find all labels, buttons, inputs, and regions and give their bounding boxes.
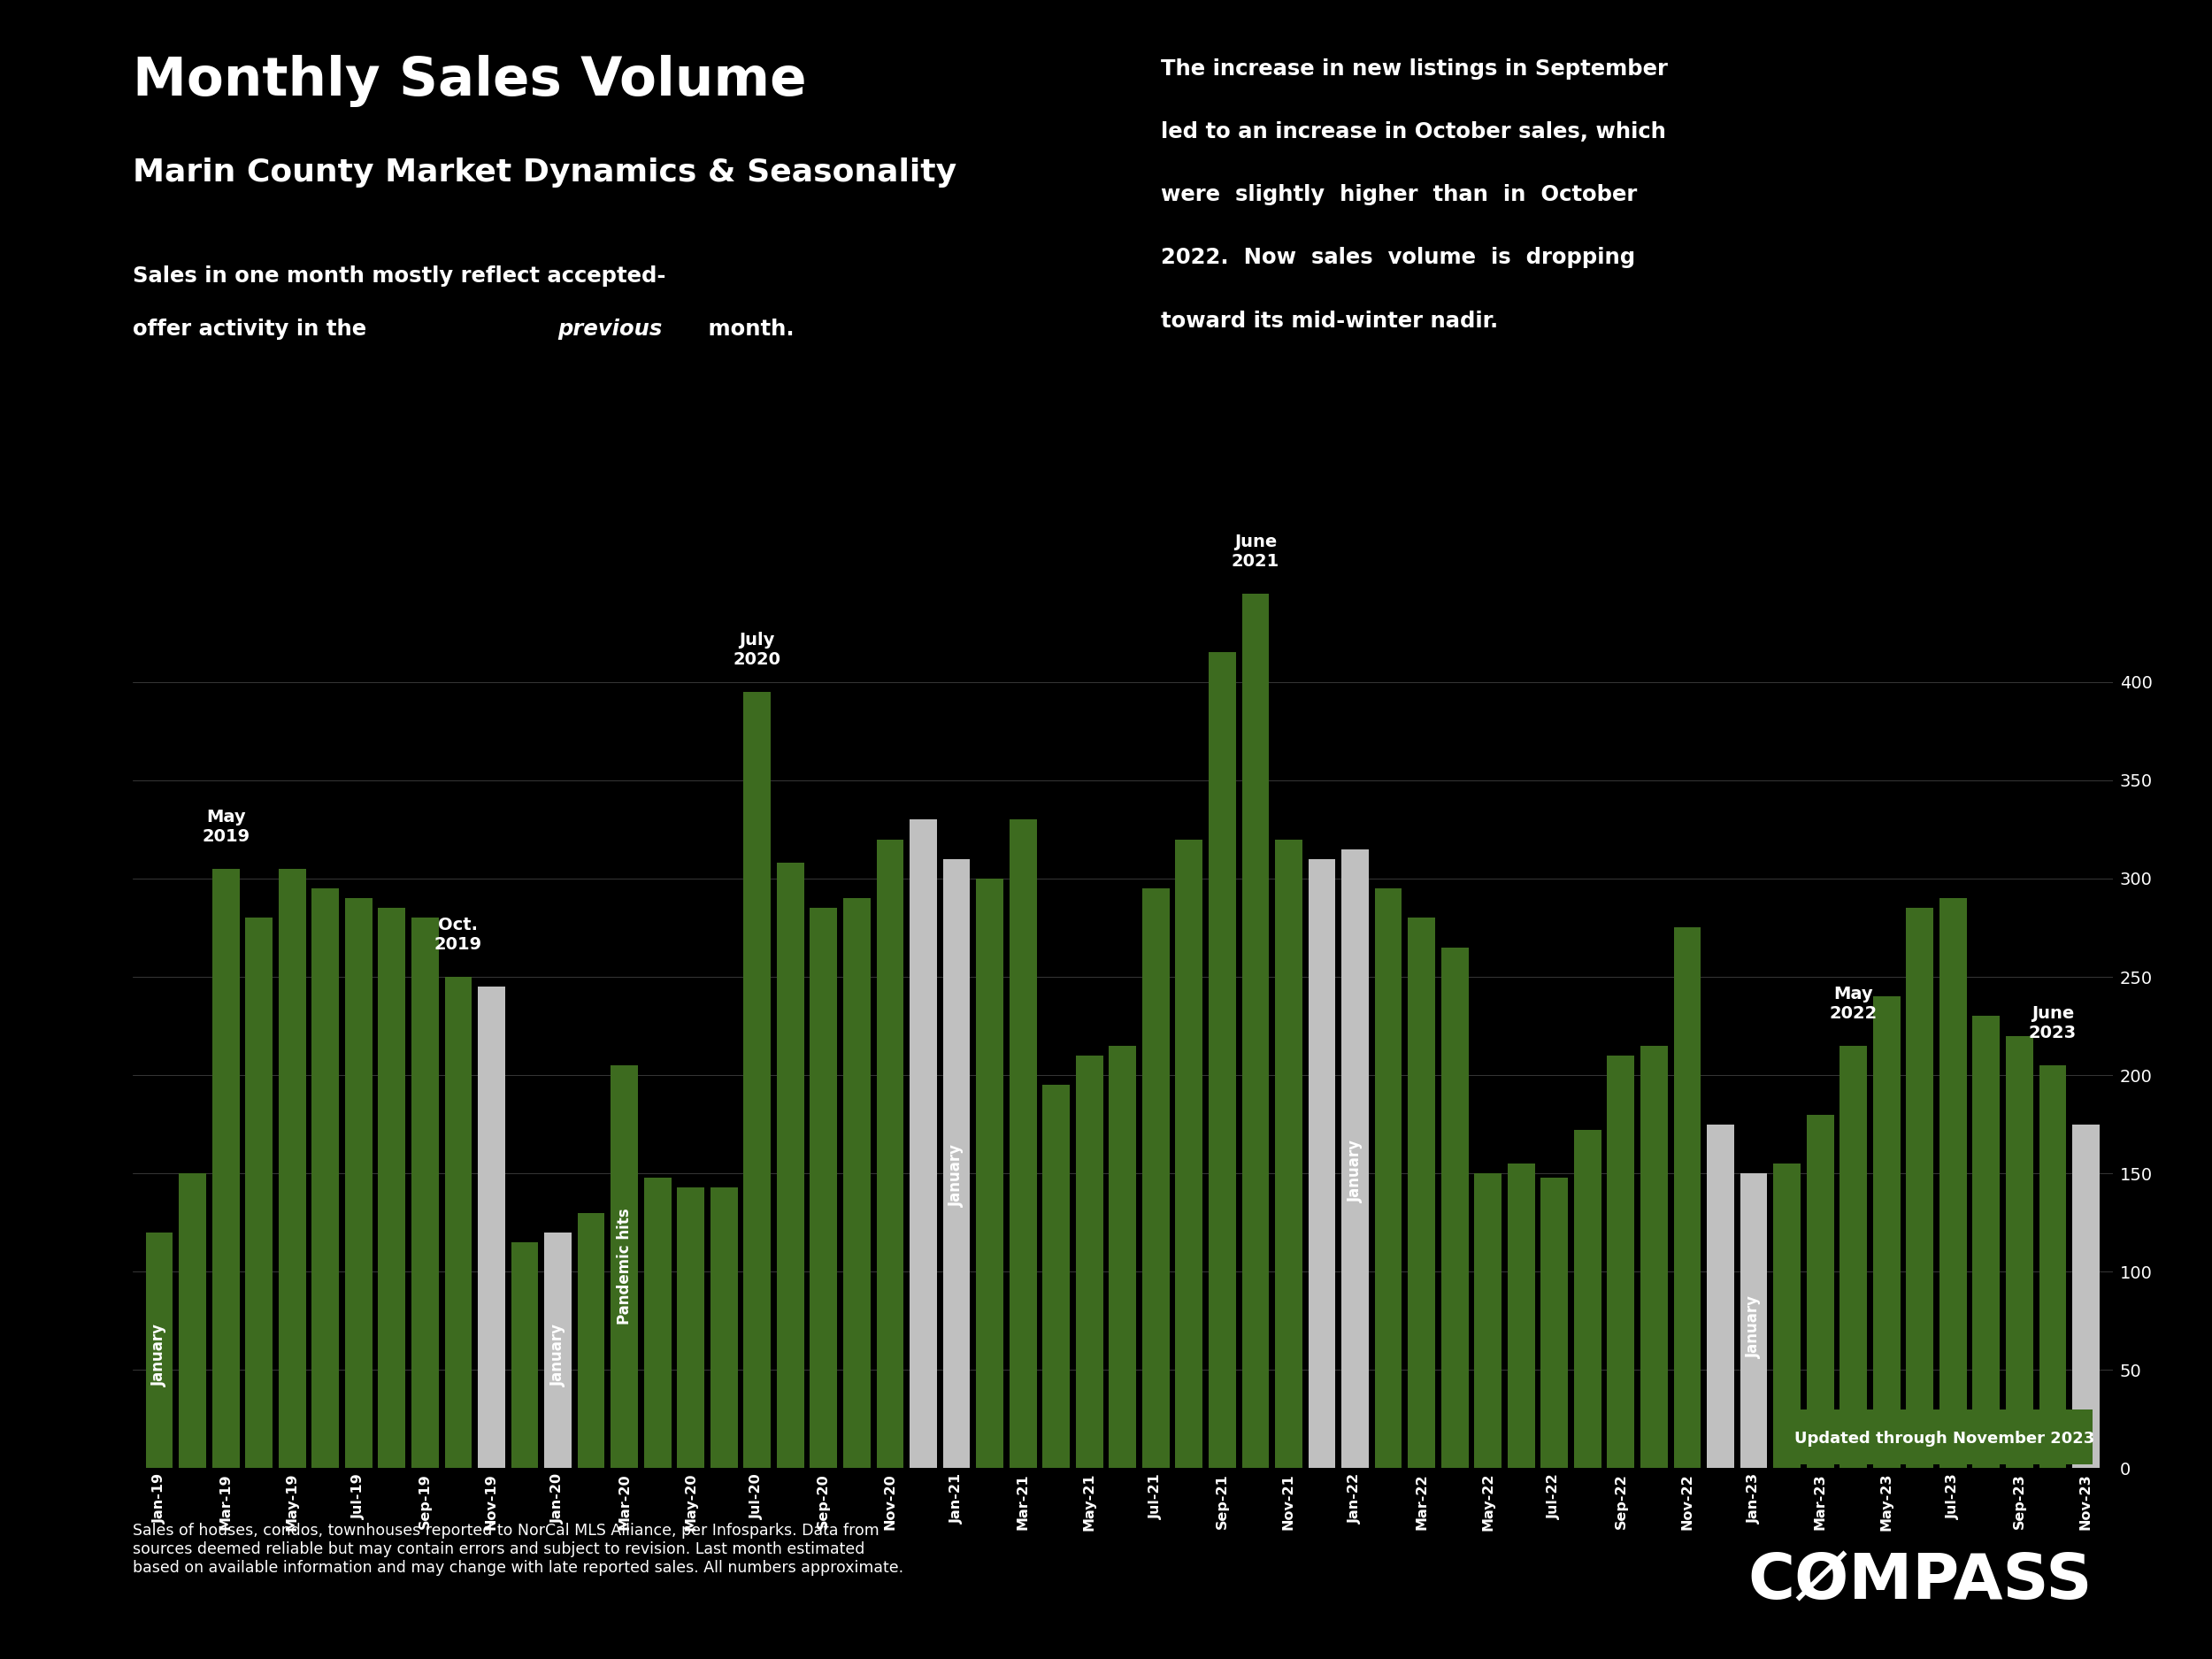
- Bar: [1442, 947, 1469, 1468]
- Text: month.: month.: [701, 319, 794, 340]
- Bar: [810, 907, 838, 1468]
- Text: CØMPASS: CØMPASS: [1747, 1551, 2093, 1613]
- Text: May
2022: May 2022: [1829, 985, 1878, 1022]
- Text: June
2021: June 2021: [1232, 534, 1279, 571]
- Bar: [1608, 1055, 1635, 1468]
- Text: offer activity in the: offer activity in the: [133, 319, 374, 340]
- Bar: [511, 1243, 538, 1468]
- Bar: [179, 1173, 206, 1468]
- Text: July
2020: July 2020: [734, 632, 781, 669]
- Bar: [942, 859, 971, 1468]
- Bar: [1208, 652, 1237, 1468]
- Text: Oct.
2019: Oct. 2019: [434, 917, 482, 954]
- Bar: [1274, 839, 1303, 1468]
- Text: 2022.  Now  sales  volume  is  dropping: 2022. Now sales volume is dropping: [1161, 247, 1635, 269]
- Bar: [1175, 839, 1203, 1468]
- Bar: [644, 1178, 670, 1468]
- Bar: [1241, 594, 1270, 1468]
- Bar: [1674, 927, 1701, 1468]
- Text: Monthly Sales Volume: Monthly Sales Volume: [133, 55, 807, 106]
- Bar: [1340, 849, 1369, 1468]
- Bar: [246, 917, 272, 1468]
- Bar: [776, 863, 803, 1468]
- Bar: [1575, 1130, 1601, 1468]
- Bar: [975, 879, 1004, 1468]
- Bar: [710, 1188, 737, 1468]
- Bar: [1741, 1173, 1767, 1468]
- Bar: [411, 917, 438, 1468]
- Bar: [677, 1188, 703, 1468]
- Bar: [1940, 898, 1966, 1468]
- Bar: [2039, 1065, 2066, 1468]
- Bar: [1807, 1115, 1834, 1468]
- Bar: [577, 1213, 604, 1468]
- Text: January: January: [949, 1145, 964, 1208]
- Bar: [1774, 1163, 1801, 1468]
- Text: May
2019: May 2019: [201, 810, 250, 844]
- Bar: [611, 1065, 637, 1468]
- Bar: [909, 820, 938, 1468]
- Text: January: January: [551, 1324, 566, 1387]
- Text: June
2023: June 2023: [2028, 1005, 2077, 1042]
- Text: January: January: [1745, 1296, 1761, 1359]
- Bar: [1907, 907, 1933, 1468]
- Bar: [1708, 1125, 1734, 1468]
- Bar: [1009, 820, 1037, 1468]
- Bar: [1509, 1163, 1535, 1468]
- Bar: [146, 1233, 173, 1468]
- Bar: [345, 898, 372, 1468]
- Bar: [743, 692, 770, 1468]
- Bar: [212, 869, 239, 1468]
- Text: led to an increase in October sales, which: led to an increase in October sales, whi…: [1161, 121, 1666, 143]
- Text: Sales in one month mostly reflect accepted-: Sales in one month mostly reflect accept…: [133, 265, 666, 287]
- Bar: [1141, 888, 1170, 1468]
- Bar: [279, 869, 305, 1468]
- Bar: [445, 977, 471, 1468]
- Bar: [2073, 1125, 2099, 1468]
- Bar: [1042, 1085, 1071, 1468]
- Bar: [544, 1233, 571, 1468]
- Text: Updated through November 2023: Updated through November 2023: [1794, 1430, 2095, 1447]
- Bar: [378, 907, 405, 1468]
- Bar: [843, 898, 872, 1468]
- Bar: [1641, 1045, 1668, 1468]
- Bar: [1307, 859, 1336, 1468]
- Bar: [1075, 1055, 1104, 1468]
- Bar: [1407, 917, 1436, 1468]
- Text: January: January: [150, 1324, 168, 1387]
- Bar: [1475, 1173, 1502, 1468]
- Bar: [1108, 1045, 1137, 1468]
- Bar: [876, 839, 905, 1468]
- Text: toward its mid-winter nadir.: toward its mid-winter nadir.: [1161, 310, 1500, 332]
- FancyBboxPatch shape: [1796, 1408, 2093, 1465]
- Text: Sales of houses, condos, townhouses reported to NorCal MLS Alliance, per Infospa: Sales of houses, condos, townhouses repo…: [133, 1523, 902, 1576]
- Text: previous: previous: [557, 319, 661, 340]
- Bar: [1374, 888, 1402, 1468]
- Bar: [312, 888, 338, 1468]
- Bar: [2006, 1035, 2033, 1468]
- Bar: [1542, 1178, 1568, 1468]
- Text: were  slightly  higher  than  in  October: were slightly higher than in October: [1161, 184, 1637, 206]
- Text: The increase in new listings in September: The increase in new listings in Septembe…: [1161, 58, 1668, 80]
- Bar: [1973, 1015, 2000, 1468]
- Bar: [1840, 1045, 1867, 1468]
- Text: Pandemic hits: Pandemic hits: [617, 1208, 633, 1326]
- Bar: [478, 987, 504, 1468]
- Text: January: January: [1347, 1140, 1363, 1203]
- Bar: [1874, 997, 1900, 1468]
- Text: Marin County Market Dynamics & Seasonality: Marin County Market Dynamics & Seasonali…: [133, 158, 956, 187]
